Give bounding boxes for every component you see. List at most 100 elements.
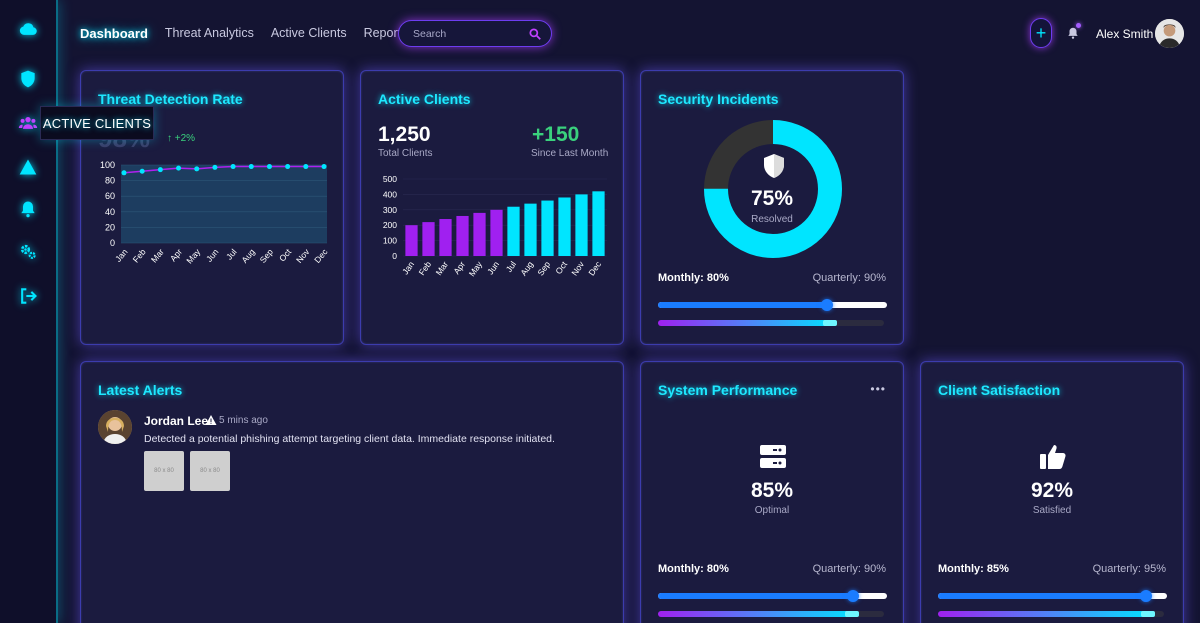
active-clients-card: Active Clients 1,250 Total Clients +150 … [360, 70, 624, 345]
alert-thumbnail[interactable]: 80 x 80 [144, 451, 184, 491]
nav-threat-analytics[interactable]: Threat Analytics [164, 26, 254, 40]
incidents-card-title: Security Incidents [658, 91, 779, 107]
nav-active-clients[interactable]: Active Clients [270, 26, 347, 40]
warning-icon[interactable] [17, 156, 39, 178]
nav-dashboard[interactable]: Dashboard [80, 25, 148, 41]
performance-card-title: System Performance [658, 382, 798, 398]
performance-value: 85% [750, 479, 794, 502]
data-point [212, 164, 218, 170]
alert-message: Detected a potential phishing attempt ta… [144, 433, 555, 445]
incidents-monthly-knob[interactable] [821, 299, 834, 311]
threat-line-chart: 0 20 40 60 80 100 Jan Feb Mar Apr May Jun Jul Aug Sep O… [100, 160, 330, 266]
alert-thumbnail[interactable]: 80 x 80 [190, 451, 230, 491]
performance-monthly-fill [658, 593, 853, 599]
x-tick-label: Nov [294, 246, 312, 265]
bar [405, 225, 418, 256]
satisfaction-monthly-label: Monthly: 85% [938, 563, 1009, 575]
shield-icon[interactable] [17, 68, 39, 90]
nav-reports[interactable]: Reports [363, 26, 408, 40]
x-tick-label: Feb [131, 247, 148, 265]
satisfaction-monthly-slider[interactable] [938, 590, 1167, 602]
performance-quarterly-glow [845, 611, 860, 617]
incidents-quarterly-fill [658, 320, 837, 326]
data-point [230, 164, 236, 170]
plot-area [121, 165, 327, 243]
warning-icon [205, 415, 217, 425]
alert-avatar[interactable] [98, 410, 132, 444]
search-input[interactable] [413, 27, 523, 40]
clients-bar-chart: 0 100 200 300 400 500 Jan Feb Mar Apr May Jun Jul Aug… [383, 174, 607, 278]
y-tick-label: 400 [383, 189, 397, 199]
shield-icon [764, 154, 784, 178]
performance-monthly-knob[interactable] [846, 590, 859, 602]
incidents-quarterly-glow [822, 320, 837, 326]
y-tick-label: 0 [110, 238, 115, 248]
y-tick-label: 80 [105, 176, 115, 186]
performance-quarterly-fill [658, 611, 860, 617]
logout-icon[interactable] [17, 285, 39, 307]
y-tick-label: 40 [105, 207, 115, 217]
thumbs-up-icon [1040, 445, 1066, 469]
cloud-icon[interactable] [17, 18, 39, 40]
satisfaction-monthly-fill [938, 593, 1147, 599]
satisfaction-quarterly-glow [1140, 611, 1155, 617]
data-point [285, 164, 291, 170]
bar [558, 197, 571, 256]
satisfaction-quarterly-fill [938, 611, 1155, 617]
search-box [398, 20, 552, 47]
x-tick-label: May [184, 246, 202, 265]
clients-card-title: Active Clients [378, 91, 471, 107]
incidents-monthly-fill [658, 302, 828, 308]
sidebar [0, 0, 58, 623]
bar [541, 200, 554, 256]
x-tick-label: Aug [239, 247, 257, 265]
x-tick-label: Sep [258, 247, 276, 265]
bar [507, 206, 520, 256]
threat-delta-value: +2% [174, 133, 196, 144]
satisfaction-value: 92% [1030, 479, 1074, 502]
x-tick-label: Mar [149, 247, 166, 265]
x-tick-label: Feb [417, 259, 434, 277]
x-tick-label: Aug [518, 259, 535, 277]
incidents-monthly-slider[interactable] [658, 299, 887, 311]
satisfaction-quarterly-label: Quarterly: 95% [1092, 563, 1166, 575]
threat-detection-card: 98% Threat Detection Rate ↑ +2% 02040608… [80, 70, 344, 345]
sidebar-tooltip: ACTIVE CLIENTS [40, 106, 154, 140]
alerts-card-title: Latest Alerts [98, 382, 183, 398]
server-icon [760, 445, 786, 468]
performance-quarterly-bar [658, 611, 884, 617]
performance-label: Optimal [754, 505, 790, 516]
performance-monthly-slider[interactable] [658, 590, 887, 602]
client-change-value: +150 [532, 123, 580, 146]
data-point [139, 168, 145, 174]
security-incidents-card: Security Incidents 75% Resolved Monthly:… [640, 70, 904, 345]
user-avatar[interactable] [1155, 19, 1184, 48]
x-tick-label: Oct [277, 246, 294, 263]
system-performance-card: System Performance ••• 85% Optimal Month… [640, 361, 904, 623]
x-tick-label: Jul [224, 247, 239, 262]
add-button[interactable]: + [1030, 18, 1052, 48]
x-tick-label: Jul [504, 259, 518, 274]
total-clients-value: 1,250 [378, 123, 431, 146]
latest-alerts-card: Latest Alerts Jordan Lee 5 mins ago Dete… [80, 361, 624, 623]
x-tick-label: Mar [434, 259, 451, 277]
more-options-icon[interactable]: ••• [870, 382, 886, 396]
notification-bell-icon[interactable] [1066, 25, 1080, 41]
user-name[interactable]: Alex Smith [1096, 27, 1154, 41]
data-point [303, 164, 309, 170]
bell-icon[interactable] [17, 198, 39, 220]
y-tick-label: 0 [392, 251, 397, 261]
satisfaction-quarterly-bar [938, 611, 1164, 617]
x-tick-label: Dec [586, 259, 603, 278]
cogs-icon[interactable] [17, 241, 39, 263]
x-tick-label: Nov [569, 259, 586, 278]
x-tick-label: Apr [451, 259, 467, 276]
users-icon[interactable] [17, 112, 39, 134]
satisfaction-monthly-knob[interactable] [1140, 590, 1153, 602]
performance-quarterly-label: Quarterly: 90% [812, 563, 886, 575]
top-nav: Dashboard Threat Analytics Active Client… [80, 18, 424, 48]
search-icon[interactable] [528, 27, 542, 41]
bar [592, 191, 605, 256]
data-point [121, 170, 127, 176]
bar [422, 222, 435, 256]
